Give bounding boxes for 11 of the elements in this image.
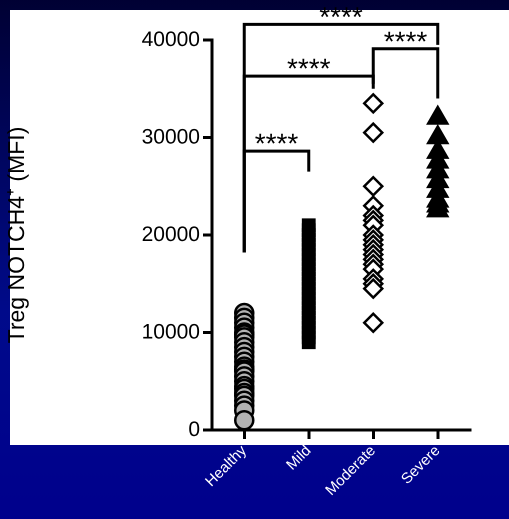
annotation: ****	[286, 53, 331, 84]
y-tick-label: 30000	[142, 125, 200, 148]
y-tick-label: 40000	[142, 28, 200, 51]
x-tick-label: Mild	[283, 442, 315, 474]
annotation: ****	[254, 128, 298, 160]
y-axis-title: Treg NOTCH4⁺ (MFI)	[3, 126, 30, 344]
annotation: ****	[384, 26, 428, 57]
text: ****	[319, 1, 363, 32]
y-tick-label: 20000	[142, 222, 200, 246]
y-tick-label: 10000	[142, 320, 200, 344]
y-tick-label: 0	[188, 418, 200, 441]
